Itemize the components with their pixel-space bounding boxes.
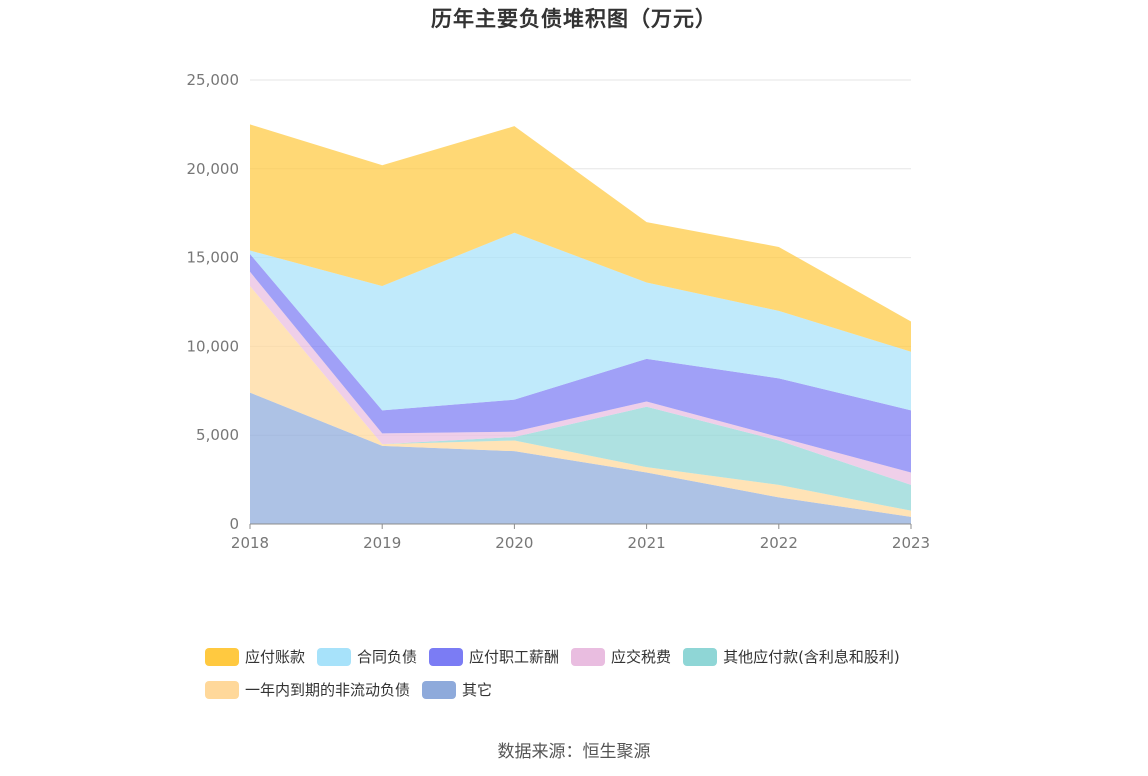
legend-item-payables[interactable]: 应付账款 xyxy=(205,646,305,667)
legend-swatch xyxy=(422,680,457,699)
legend-item-contract-liabilities[interactable]: 合同负债 xyxy=(317,646,417,667)
x-tick-label: 2020 xyxy=(495,534,533,552)
legend-label: 应付账款 xyxy=(245,648,306,666)
area-series-6 xyxy=(250,124,911,352)
y-tick-label: 25,000 xyxy=(187,71,240,89)
legend-swatch xyxy=(683,647,718,666)
legend-label: 其他应付款(含利息和股利) xyxy=(723,648,900,666)
legend-item-other-payables[interactable]: 其他应付款(含利息和股利) xyxy=(683,646,900,667)
y-tick-label: 15,000 xyxy=(187,249,240,267)
x-tick-label: 2018 xyxy=(231,534,269,552)
legend-row-1: 应付账款 合同负债 应付职工薪酬 应交税费 其他应付款(含利息和股利) xyxy=(205,640,985,673)
chart-title: 历年主要负债堆积图（万元） xyxy=(431,7,717,31)
legend-item-payroll[interactable]: 应付职工薪酬 xyxy=(429,646,559,667)
area-series-5 xyxy=(250,232,911,411)
legend-label: 其它 xyxy=(462,681,493,699)
y-tick-label: 5,000 xyxy=(196,426,239,444)
legend-label: 应交税费 xyxy=(611,648,672,666)
legend-label: 合同负债 xyxy=(357,648,418,666)
area-series-3 xyxy=(250,271,911,485)
legend-item-current-noncurrent[interactable]: 一年内到期的非流动负债 xyxy=(205,679,410,700)
legend-swatch xyxy=(429,647,464,666)
x-tick-label: 2022 xyxy=(760,534,798,552)
legend-row-2: 一年内到期的非流动负债 其它 xyxy=(205,673,985,706)
legend-item-others[interactable]: 其它 xyxy=(422,679,492,700)
legend-swatch xyxy=(205,647,239,666)
area-series-2 xyxy=(250,286,911,511)
y-tick-label: 20,000 xyxy=(187,160,240,178)
legend-label: 一年内到期的非流动负债 xyxy=(245,681,411,699)
x-tick-label: 2021 xyxy=(628,534,666,552)
x-tick-label: 2023 xyxy=(892,534,930,552)
legend-label: 应付职工薪酬 xyxy=(469,648,560,666)
y-tick-label: 0 xyxy=(229,515,239,533)
x-tick-label: 2019 xyxy=(363,534,401,552)
legend-swatch xyxy=(205,680,239,699)
y-tick-label: 10,000 xyxy=(187,337,240,355)
legend: 应付账款 合同负债 应付职工薪酬 应交税费 其他应付款(含利息和股利) 一年内到… xyxy=(205,640,985,706)
legend-swatch xyxy=(571,647,606,666)
legend-item-taxes[interactable]: 应交税费 xyxy=(571,646,671,667)
data-source-note: 数据来源：恒生聚源 xyxy=(497,742,651,762)
legend-swatch xyxy=(317,647,352,666)
area-series-4 xyxy=(250,254,911,473)
stacked-area-chart: 0 5,000 10,000 15,000 20,000 25,000 2018 2019 20… xyxy=(187,71,931,552)
area-series-0 xyxy=(250,392,911,524)
